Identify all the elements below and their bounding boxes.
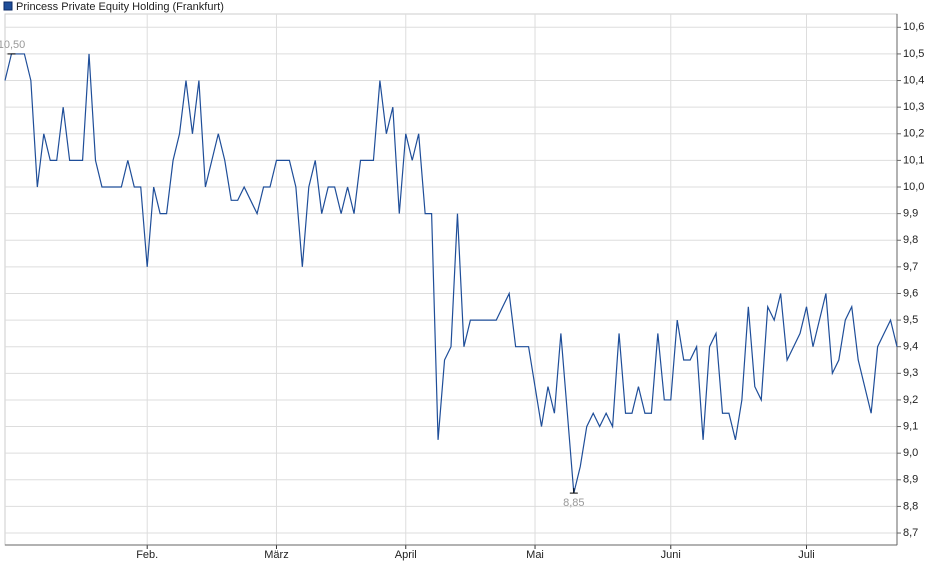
y-tick-label: 9,2 (903, 394, 918, 406)
x-tick-label: April (395, 549, 417, 561)
x-tick-label: Juli (798, 549, 815, 561)
y-tick-label: 10,5 (903, 48, 924, 60)
y-tick-label: 10,2 (903, 128, 924, 140)
y-tick-label: 9,5 (903, 314, 918, 326)
y-tick-label: 9,6 (903, 287, 918, 299)
y-tick-label: 10,3 (903, 101, 924, 113)
x-tick-label: Mai (526, 549, 544, 561)
annotation-label: 8,85 (563, 497, 584, 509)
y-tick-label: 9,4 (903, 341, 918, 353)
y-tick-label: 8,7 (903, 527, 918, 539)
y-tick-label: 8,9 (903, 474, 918, 486)
annotation-label: 10,50 (0, 39, 25, 51)
legend-label: Princess Private Equity Holding (Frankfu… (16, 1, 224, 13)
y-tick-label: 9,0 (903, 447, 918, 459)
y-tick-label: 9,8 (903, 234, 918, 246)
y-tick-label: 9,9 (903, 208, 918, 220)
y-tick-label: 10,0 (903, 181, 924, 193)
x-tick-label: März (264, 549, 288, 561)
y-tick-label: 10,1 (903, 154, 924, 166)
y-tick-label: 10,4 (903, 74, 924, 86)
y-tick-label: 10,6 (903, 21, 924, 33)
y-tick-label: 9,1 (903, 420, 918, 432)
y-tick-label: 9,7 (903, 261, 918, 273)
x-tick-label: Juni (661, 549, 681, 561)
y-tick-label: 9,3 (903, 367, 918, 379)
x-tick-label: Feb. (136, 549, 158, 561)
price-line (4, 53, 898, 494)
plot-area (4, 13, 898, 546)
y-tick-label: 8,8 (903, 500, 918, 512)
legend-swatch (3, 1, 13, 11)
